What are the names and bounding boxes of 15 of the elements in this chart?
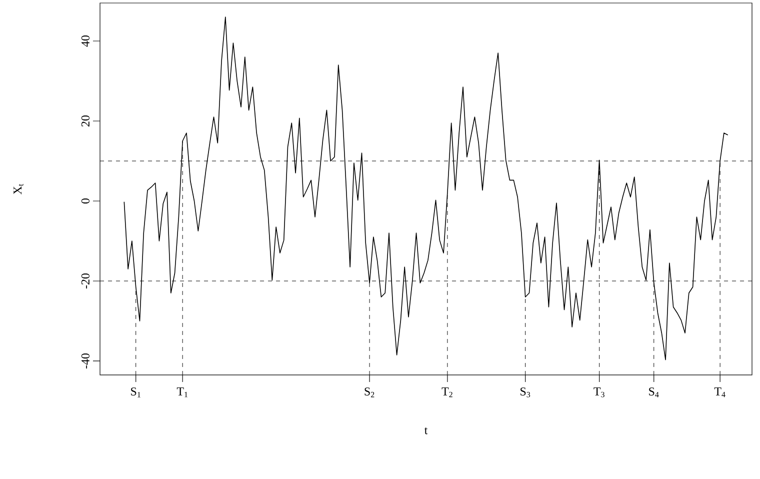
x-axis-title: t (424, 427, 428, 434)
y-axis-title: X$_{t}$ (14, 184, 24, 194)
x-tick-label: S$_{3}$ (520, 388, 530, 398)
y-tick-label: 20 (81, 115, 90, 126)
x-tick-label: S$_{4}$ (649, 388, 659, 398)
y-tick-label: 40 (81, 35, 90, 47)
x-tick-label: T$_{3}$ (594, 388, 604, 398)
x-tick-label: T$_{1}$ (176, 388, 188, 398)
y-tick-label: 0 (81, 198, 90, 204)
x-tick-label: S$_{2}$ (364, 388, 374, 398)
x-tick-label: T$_{4}$ (714, 388, 726, 398)
y-tick-label: -40 (81, 353, 90, 369)
x-tick-label: T$_{2}$ (442, 388, 452, 398)
x-tick-label: S$_{1}$ (131, 388, 140, 398)
y-tick-label: -20 (81, 273, 90, 289)
